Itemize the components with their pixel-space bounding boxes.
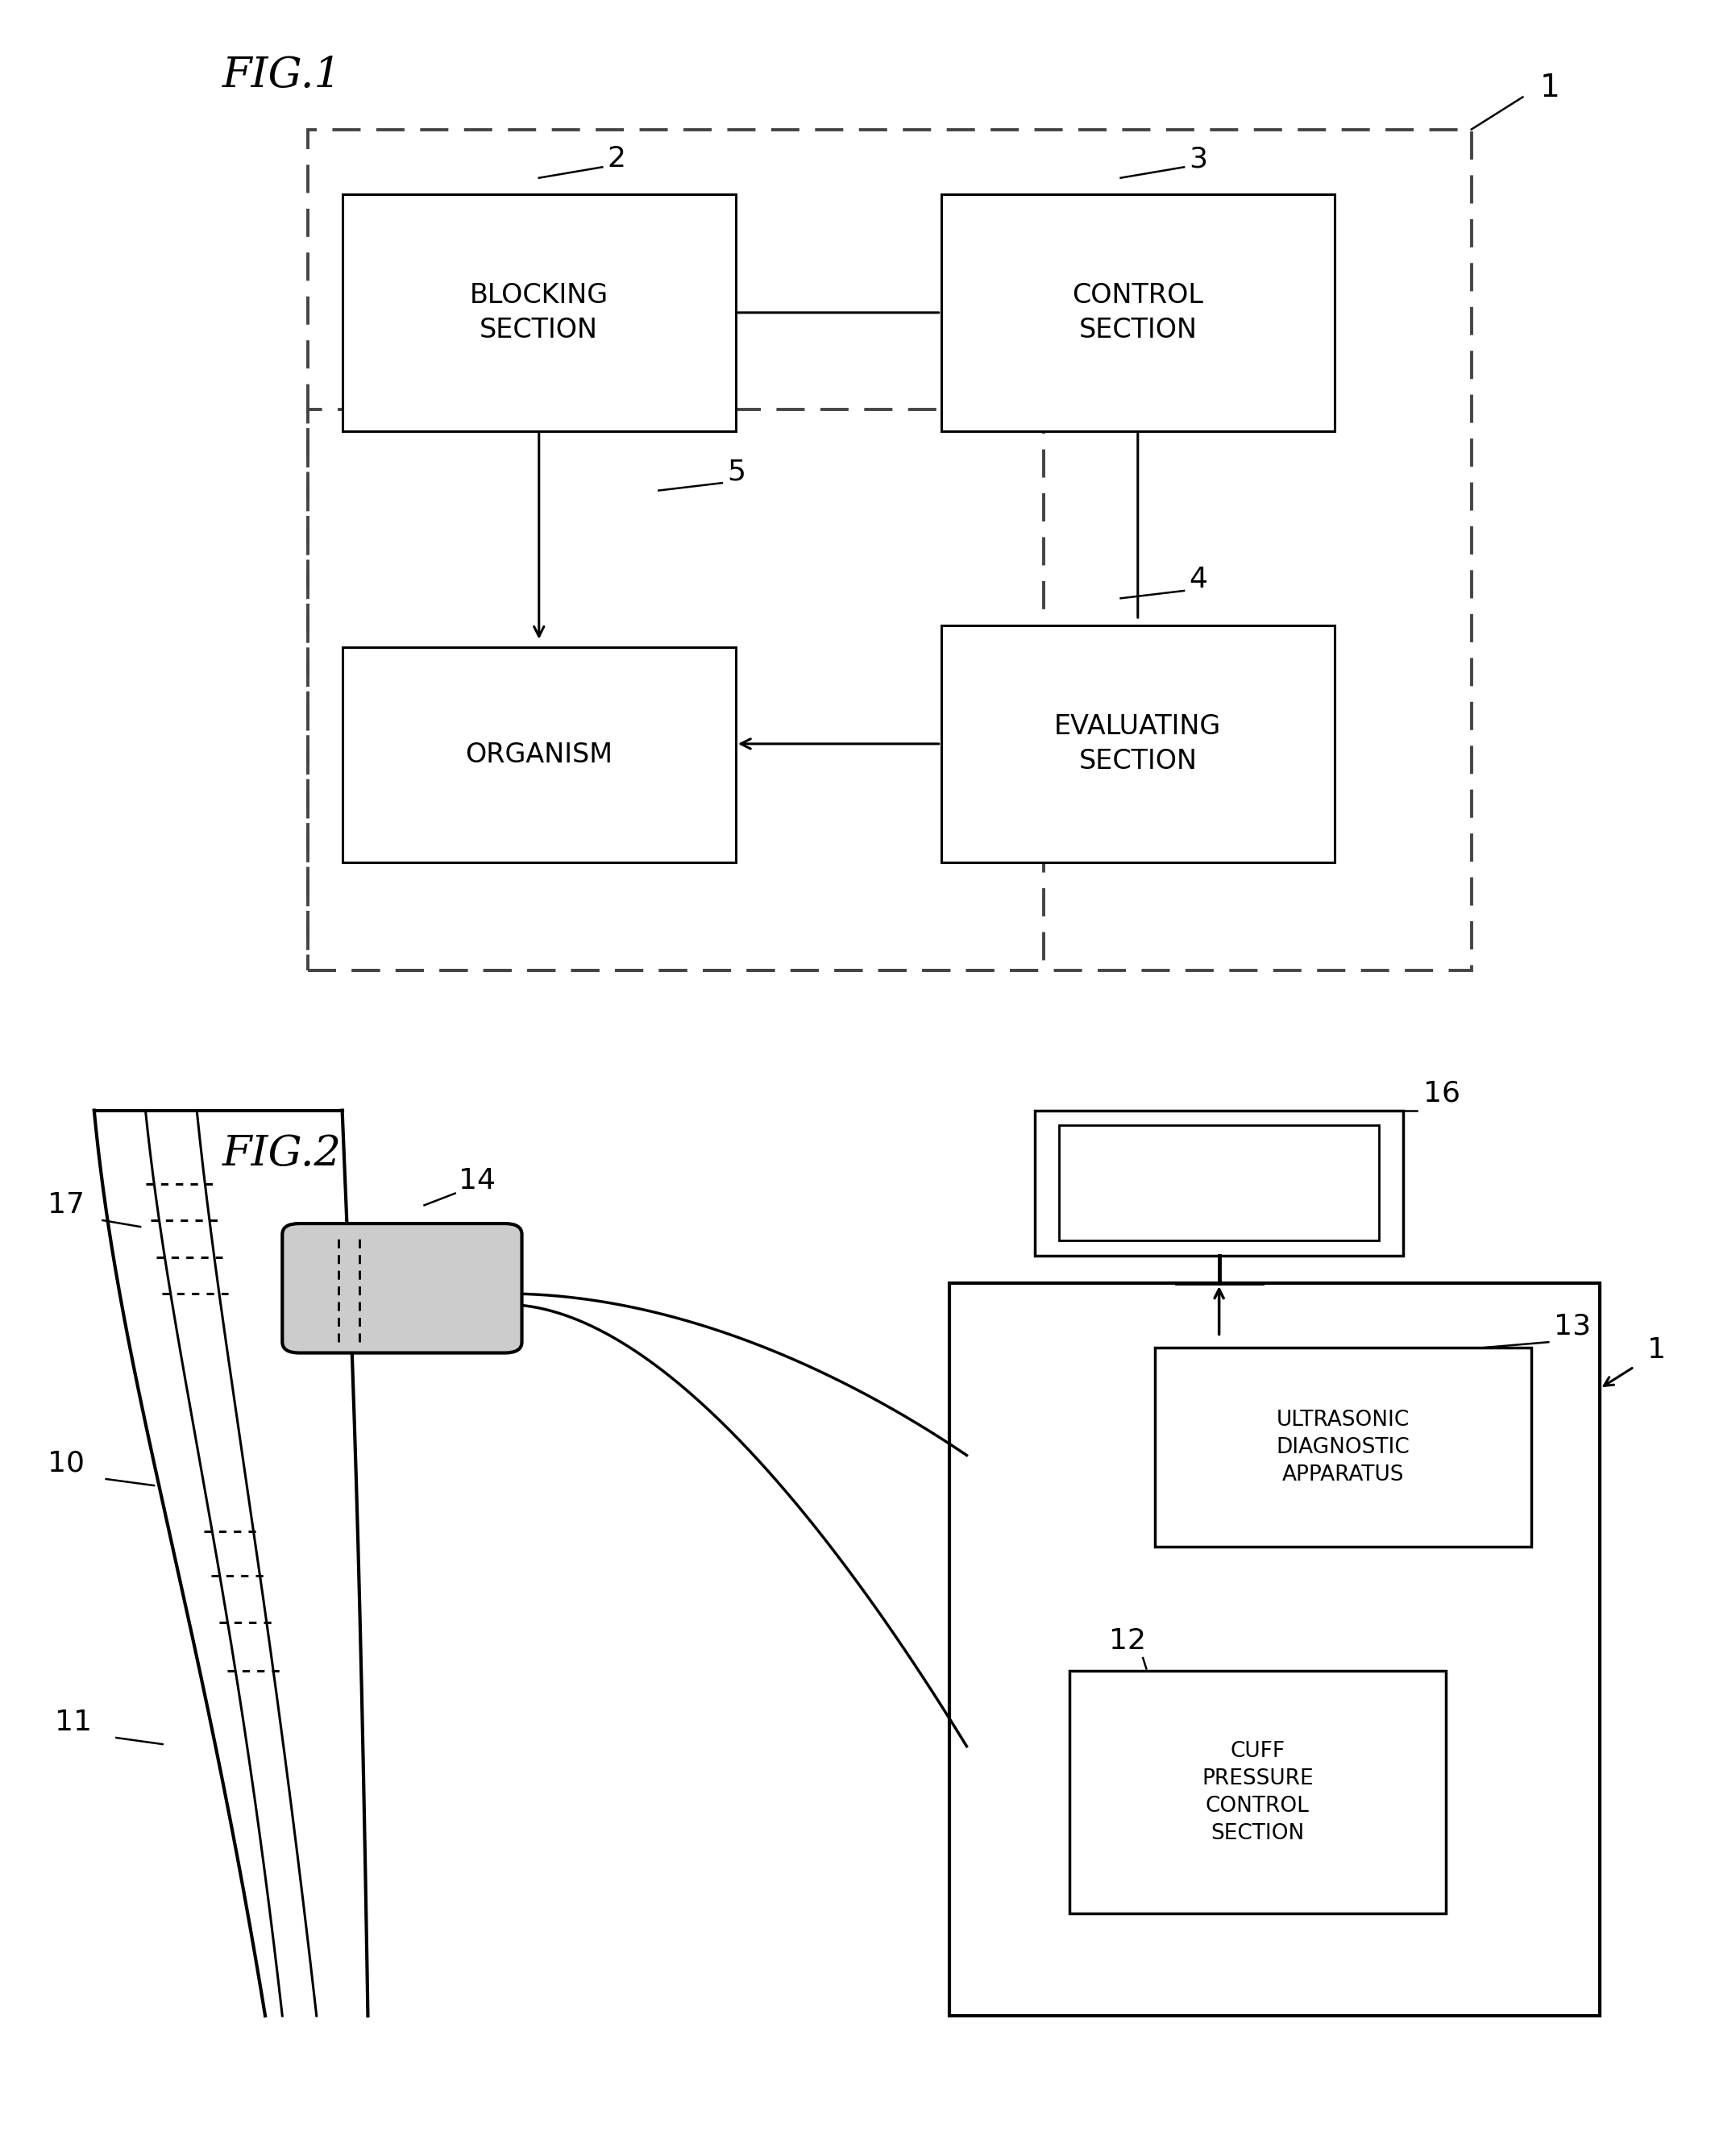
- Text: FIG.1: FIG.1: [222, 54, 342, 97]
- FancyBboxPatch shape: [941, 625, 1335, 862]
- FancyBboxPatch shape: [1069, 1671, 1446, 1915]
- FancyBboxPatch shape: [282, 1225, 522, 1354]
- FancyBboxPatch shape: [1155, 1348, 1531, 1548]
- Text: 14: 14: [459, 1166, 496, 1194]
- Text: 2: 2: [607, 144, 626, 172]
- Text: 10: 10: [48, 1449, 86, 1477]
- Text: ORGANISM: ORGANISM: [465, 742, 613, 768]
- Text: FIG.2: FIG.2: [222, 1132, 342, 1175]
- Text: 5: 5: [727, 457, 746, 485]
- Text: ULTRASONIC
DIAGNOSTIC
APPARATUS: ULTRASONIC DIAGNOSTIC APPARATUS: [1276, 1410, 1410, 1485]
- FancyBboxPatch shape: [941, 194, 1335, 431]
- Text: 4: 4: [1189, 565, 1208, 593]
- Text: 1: 1: [1648, 1337, 1667, 1365]
- Text: 13: 13: [1554, 1313, 1591, 1341]
- Text: EVALUATING
SECTION: EVALUATING SECTION: [1054, 714, 1222, 774]
- Text: BLOCKING
SECTION: BLOCKING SECTION: [469, 282, 609, 343]
- Text: 3: 3: [1189, 144, 1208, 172]
- Text: 17: 17: [48, 1190, 86, 1218]
- Text: CUFF
PRESSURE
CONTROL
SECTION: CUFF PRESSURE CONTROL SECTION: [1201, 1740, 1314, 1843]
- Text: 11: 11: [55, 1708, 92, 1736]
- Text: 16: 16: [1424, 1080, 1461, 1108]
- Text: 1: 1: [1540, 73, 1560, 103]
- Text: 12: 12: [1109, 1628, 1146, 1656]
- Text: CONTROL
SECTION: CONTROL SECTION: [1073, 282, 1203, 343]
- FancyBboxPatch shape: [342, 647, 736, 862]
- FancyBboxPatch shape: [342, 194, 736, 431]
